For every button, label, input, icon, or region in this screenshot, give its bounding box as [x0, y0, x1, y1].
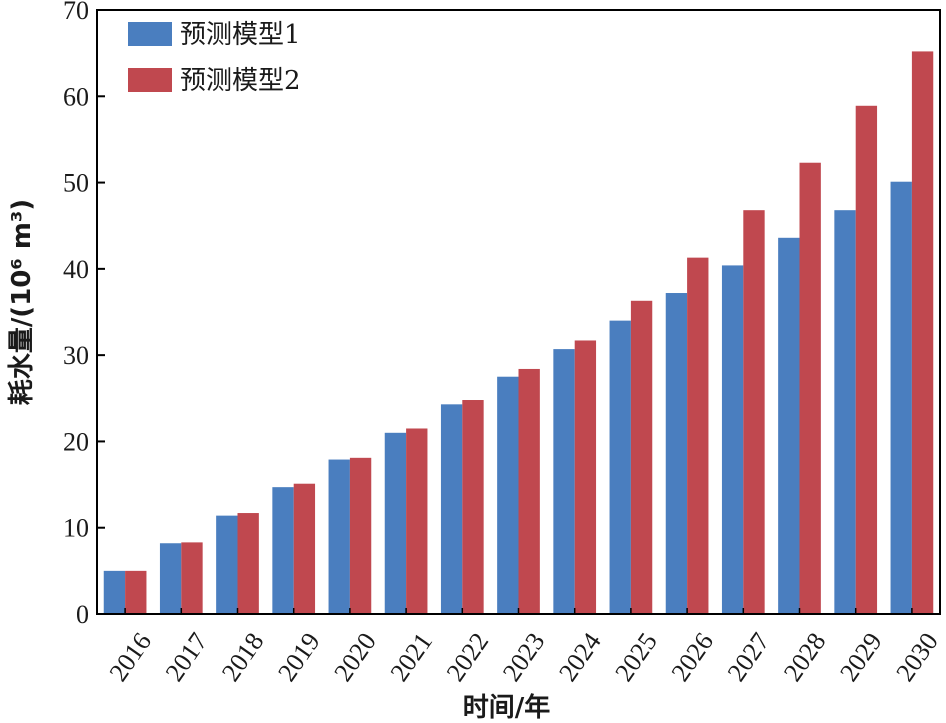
bar-2-2025	[630, 300, 653, 614]
x-tick-label: 2021	[385, 627, 439, 686]
bar-1-2026	[665, 293, 688, 614]
bar-2-2027	[743, 210, 765, 614]
bar-2-2028	[799, 162, 821, 614]
bar-2-2022	[462, 400, 484, 614]
bar-2-2019	[293, 483, 316, 614]
legend-label-1: 预测模型1	[180, 20, 301, 50]
bar-1-2023	[497, 376, 519, 614]
bar-1-2019	[272, 487, 294, 614]
y-tick-label: 0	[76, 600, 89, 629]
x-tick-label: 2027	[722, 627, 776, 686]
y-tick-label: 50	[63, 169, 89, 198]
x-tick-label: 2018	[216, 627, 270, 686]
bar-2-2030	[911, 51, 934, 615]
bar-1-2020	[328, 459, 350, 614]
bar-2-2020	[349, 457, 372, 614]
bar-1-2025	[609, 320, 631, 614]
bar-1-2028	[778, 237, 800, 614]
x-tick-label: 2028	[778, 627, 832, 686]
bar-1-2018	[216, 515, 238, 614]
legend-swatch-1	[128, 22, 172, 46]
bar-2-2029	[855, 105, 878, 614]
y-tick-label: 70	[63, 0, 89, 25]
x-tick-label: 2022	[441, 627, 495, 686]
bars-layer	[103, 51, 934, 615]
x-tick-label: 2020	[328, 627, 382, 686]
x-tick-label: 2016	[104, 627, 158, 686]
bar-1-2029	[834, 210, 856, 614]
bar-2-2016	[125, 570, 147, 614]
x-axis: 2016 2017 2018 2019 2020 2021 2022 2023 2024 2025…	[104, 608, 944, 687]
x-axis-title: 时间/年	[463, 692, 551, 723]
bar-1-2016	[103, 570, 126, 614]
x-tick-label: 2030	[890, 627, 944, 686]
bar-1-2021	[384, 432, 407, 614]
x-tick-label: 2025	[609, 627, 663, 686]
y-tick-label: 10	[63, 514, 89, 543]
legend: 预测模型1 预测模型2	[128, 20, 301, 96]
x-tick-label: 2023	[497, 627, 551, 686]
bar-2-2018	[237, 513, 259, 614]
legend-swatch-2	[128, 68, 172, 92]
x-tick-label: 2024	[553, 627, 607, 686]
bar-1-2027	[721, 265, 744, 614]
bar-2-2026	[687, 257, 709, 614]
y-tick-label: 60	[63, 82, 89, 111]
bar-1-2022	[440, 404, 463, 614]
y-tick-label: 40	[63, 255, 89, 284]
x-tick-label: 2029	[834, 627, 888, 686]
legend-label-2: 预测模型2	[180, 66, 301, 96]
y-axis: 0 10 20 30 40 50 60 70	[63, 0, 105, 629]
bar-1-2017	[159, 543, 182, 614]
x-tick-label: 2017	[160, 627, 214, 686]
bar-1-2030	[890, 181, 912, 615]
bar-2-2017	[181, 542, 203, 614]
plot-frame	[96, 9, 941, 615]
y-axis-title: 耗水量/(10⁶ m³)	[7, 199, 37, 405]
y-tick-label: 20	[63, 427, 89, 456]
bar-2-2024	[574, 340, 597, 614]
x-tick-label: 2019	[272, 627, 326, 686]
y-tick-label: 30	[63, 341, 89, 370]
x-tick-label: 2026	[666, 627, 720, 686]
bar-2-2021	[406, 428, 428, 614]
bar-1-2024	[553, 349, 575, 614]
bar-2-2023	[518, 368, 540, 614]
